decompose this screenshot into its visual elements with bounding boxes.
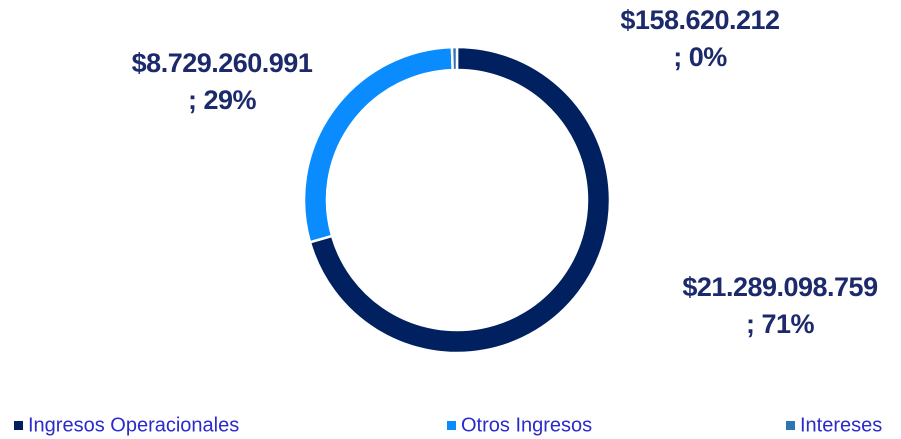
data-label: $158.620.212; 0% [620, 5, 779, 72]
legend-label: Otros Ingresos [461, 414, 592, 436]
legend-marker [786, 421, 795, 430]
legend-label: Intereses [800, 414, 882, 436]
legend-label: Ingresos Operacionales [28, 414, 239, 436]
donut-slice [302, 45, 454, 244]
data-label: $21.289.098.759; 71% [682, 272, 878, 339]
data-label: $8.729.260.991; 29% [132, 48, 313, 115]
donut-slice [450, 45, 459, 72]
donut-slice [308, 45, 612, 355]
legend-marker [14, 421, 23, 430]
legend-marker [447, 421, 456, 430]
